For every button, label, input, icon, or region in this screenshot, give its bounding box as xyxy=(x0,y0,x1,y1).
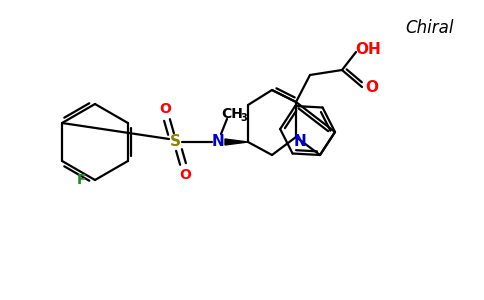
Text: Chiral: Chiral xyxy=(406,19,454,37)
Text: N: N xyxy=(212,134,225,149)
Text: OH: OH xyxy=(355,41,381,56)
Text: CH: CH xyxy=(221,107,243,121)
Text: O: O xyxy=(159,102,171,116)
Text: O: O xyxy=(179,168,191,182)
Text: 3: 3 xyxy=(241,113,247,123)
Text: S: S xyxy=(169,134,181,149)
Text: N: N xyxy=(294,134,306,148)
Text: O: O xyxy=(365,80,378,94)
Polygon shape xyxy=(225,139,248,145)
Text: F: F xyxy=(76,173,86,187)
